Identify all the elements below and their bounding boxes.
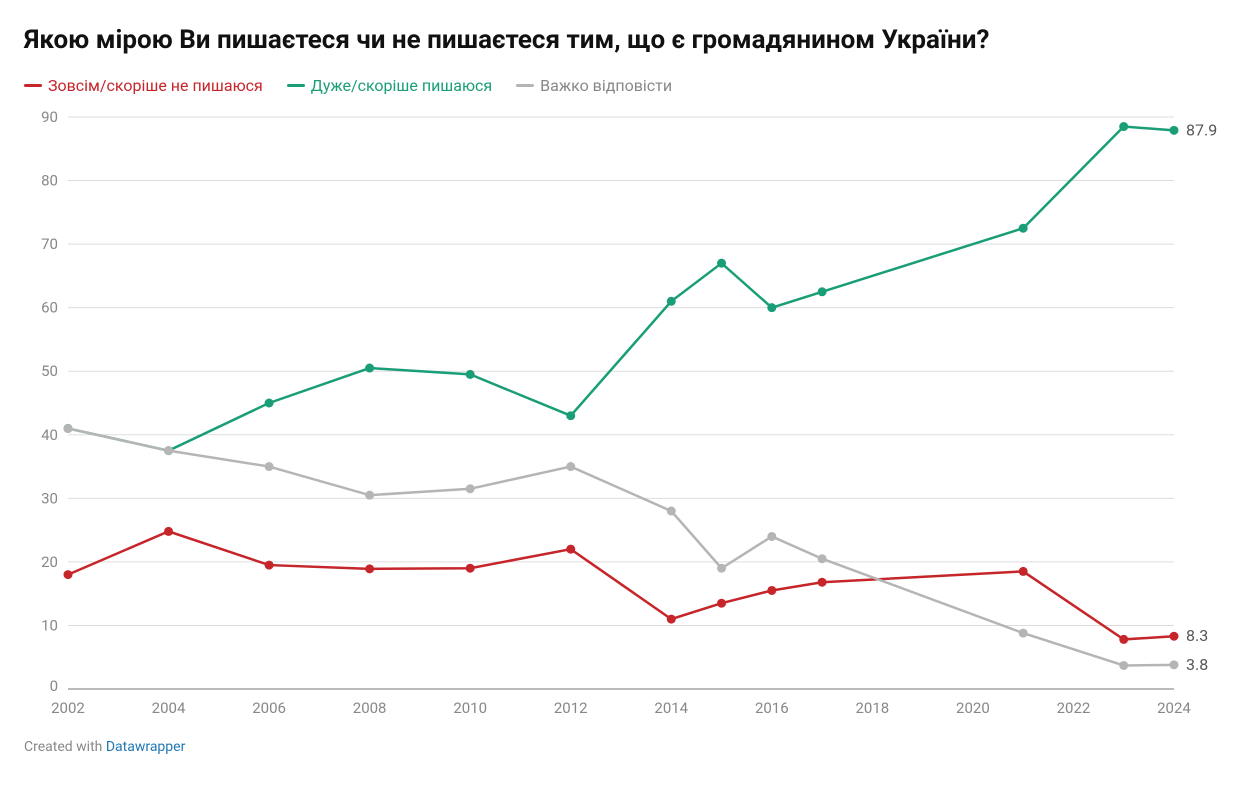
line-chart: 0 10 20 30 40 50 60 70 80 90 2002 2004 2006 2008 2010 2…	[24, 105, 1234, 725]
series-marker-proud	[265, 398, 274, 407]
series-marker-hard_to_say	[818, 554, 827, 563]
series-end-label-proud: 87.9	[1186, 120, 1217, 139]
series-marker-hard_to_say	[1119, 661, 1128, 670]
y-tick-label: 20	[41, 553, 58, 571]
series-marker-hard_to_say	[717, 564, 726, 573]
y-tick-label: 50	[41, 362, 58, 380]
series-marker-hard_to_say	[767, 532, 776, 541]
series-marker-not_proud	[466, 564, 475, 573]
series-marker-proud	[566, 411, 575, 420]
series-line-not_proud	[68, 531, 1174, 639]
series-marker-proud	[717, 258, 726, 267]
legend-swatch	[24, 84, 42, 87]
series-marker-hard_to_say	[1170, 660, 1179, 669]
series-marker-proud	[365, 363, 374, 372]
series-marker-hard_to_say	[265, 462, 274, 471]
footer-prefix: Created with	[24, 739, 106, 755]
legend-item-proud: Дуже/скоріше пишаюся	[287, 76, 492, 95]
series-marker-proud	[818, 287, 827, 296]
y-tick-label: 40	[41, 426, 58, 444]
x-tick-label: 2020	[956, 699, 990, 717]
series-marker-not_proud	[667, 614, 676, 623]
legend: Зовсім/скоріше не пишаюся Дуже/скоріше пи…	[24, 76, 1234, 95]
y-tick-label: 60	[41, 298, 58, 316]
series-marker-hard_to_say	[365, 490, 374, 499]
legend-swatch	[516, 84, 534, 87]
x-tick-label: 2008	[353, 699, 387, 717]
footer-link[interactable]: Datawrapper	[106, 739, 186, 755]
x-tick-label: 2018	[855, 699, 889, 717]
chart-footer: Created with Datawrapper	[24, 739, 1234, 755]
x-tick-label: 2022	[1057, 699, 1091, 717]
y-tick-label: 0	[50, 677, 58, 695]
x-tick-label: 2004	[152, 699, 186, 717]
series-marker-hard_to_say	[466, 484, 475, 493]
x-tick-label: 2012	[554, 699, 588, 717]
series-line-hard_to_say	[68, 428, 1174, 665]
chart-container: Якою мірою Ви пишаєтеся чи не пишаєтеся …	[24, 24, 1234, 755]
x-tick-label: 2002	[51, 699, 85, 717]
series-marker-not_proud	[64, 570, 73, 579]
series-marker-not_proud	[1119, 635, 1128, 644]
legend-label: Зовсім/скоріше не пишаюся	[48, 76, 263, 95]
x-tick-label: 2010	[453, 699, 487, 717]
series-marker-proud	[767, 303, 776, 312]
series-marker-proud	[1019, 224, 1028, 233]
series-marker-hard_to_say	[1019, 628, 1028, 637]
y-tick-label: 30	[41, 489, 58, 507]
series-line-proud	[68, 126, 1174, 450]
series-marker-hard_to_say	[566, 462, 575, 471]
series-marker-proud	[466, 370, 475, 379]
x-tick-label: 2024	[1157, 699, 1191, 717]
x-tick-label: 2014	[654, 699, 688, 717]
series-marker-not_proud	[717, 598, 726, 607]
series-marker-proud	[1119, 122, 1128, 131]
series-marker-hard_to_say	[164, 446, 173, 455]
y-tick-label: 90	[41, 108, 58, 126]
y-tick-label: 70	[41, 235, 58, 253]
series-marker-not_proud	[767, 586, 776, 595]
series-end-label-not_proud: 8.3	[1186, 626, 1208, 645]
series-marker-not_proud	[365, 564, 374, 573]
legend-label: Дуже/скоріше пишаюся	[311, 76, 492, 95]
legend-label: Важко відповісти	[540, 76, 672, 95]
x-tick-label: 2016	[755, 699, 789, 717]
x-tick-label: 2006	[252, 699, 286, 717]
series-marker-proud	[1170, 126, 1179, 135]
y-tick-label: 10	[41, 616, 58, 634]
series-marker-hard_to_say	[64, 424, 73, 433]
series-marker-not_proud	[1170, 632, 1179, 641]
chart-title: Якою мірою Ви пишаєтеся чи не пишаєтеся …	[24, 24, 1234, 58]
series-marker-not_proud	[265, 560, 274, 569]
series-marker-hard_to_say	[667, 506, 676, 515]
legend-item-hard_to_say: Важко відповісти	[516, 76, 672, 95]
series-marker-not_proud	[566, 544, 575, 553]
series-end-label-hard_to_say: 3.8	[1186, 655, 1208, 674]
series-marker-not_proud	[818, 578, 827, 587]
series-marker-not_proud	[164, 527, 173, 536]
y-tick-label: 80	[41, 171, 58, 189]
series-marker-not_proud	[1019, 567, 1028, 576]
series-marker-proud	[667, 297, 676, 306]
legend-item-not_proud: Зовсім/скоріше не пишаюся	[24, 76, 263, 95]
legend-swatch	[287, 84, 305, 87]
